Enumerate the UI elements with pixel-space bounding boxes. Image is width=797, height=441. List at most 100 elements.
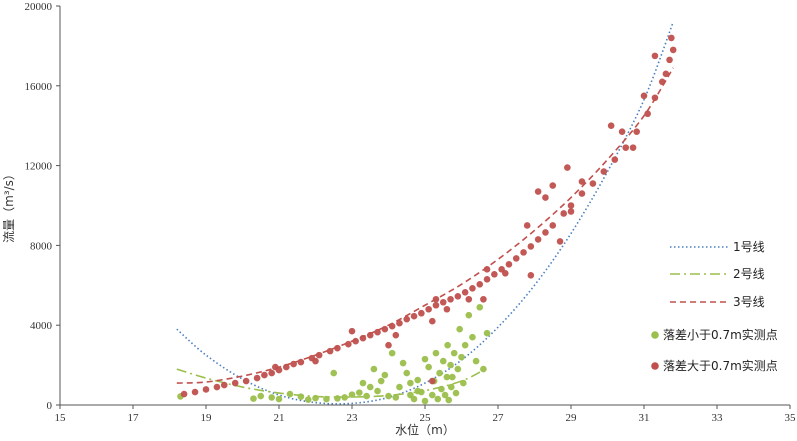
point-s1	[425, 363, 432, 371]
point-s2	[542, 194, 549, 201]
point-s1	[414, 387, 422, 395]
point-s1	[460, 379, 467, 387]
point-s2	[202, 386, 210, 393]
x-tick-label: 25	[420, 412, 432, 424]
point-s2	[366, 331, 374, 339]
point-s1	[304, 396, 312, 403]
point-s1	[312, 394, 319, 402]
point-s1	[444, 341, 451, 349]
point-s2	[527, 272, 535, 279]
point-s1	[403, 369, 411, 377]
x-tick-label: 17	[128, 412, 140, 424]
point-s1	[356, 389, 363, 396]
point-s2	[385, 341, 392, 349]
point-s1	[439, 357, 447, 365]
point-s1	[348, 391, 356, 398]
point-s2	[622, 144, 630, 151]
x-tick-label: 27	[493, 412, 505, 424]
x-tick-label: 19	[201, 412, 213, 424]
point-s2	[520, 249, 527, 256]
point-s2	[403, 315, 411, 323]
point-s2	[491, 271, 498, 278]
point-s1	[377, 377, 385, 385]
point-s1	[438, 385, 445, 393]
point-s2	[180, 390, 188, 398]
point-s1	[330, 369, 338, 377]
x-axis-label: 水位（m）	[395, 422, 455, 437]
point-s1	[436, 369, 443, 377]
point-s2	[432, 301, 440, 309]
point-s2	[418, 309, 425, 317]
point-s1	[465, 311, 473, 319]
y-tick-label: 8000	[30, 240, 53, 252]
point-s1	[421, 355, 429, 363]
legend-label-s1: 落差小于0.7m实测点	[663, 327, 778, 342]
point-s1	[445, 396, 453, 404]
y-tick-label: 12000	[25, 161, 53, 173]
point-s2	[618, 128, 626, 135]
x-tick-label: 31	[639, 412, 650, 424]
point-s1	[443, 373, 451, 381]
point-s2	[589, 180, 597, 187]
point-s1	[432, 349, 440, 357]
point-s2	[312, 357, 319, 365]
point-s2	[600, 168, 608, 175]
point-s2	[432, 295, 440, 303]
point-s1	[480, 365, 487, 373]
point-s2	[480, 295, 487, 303]
point-s2	[567, 208, 575, 215]
fit-curves	[176, 21, 674, 405]
point-s1	[396, 383, 403, 391]
point-s1	[476, 303, 484, 311]
point-s1	[434, 395, 442, 403]
point-s2	[439, 298, 447, 306]
point-s2	[556, 238, 564, 245]
point-s2	[534, 188, 542, 195]
point-s1	[399, 359, 407, 367]
point-s2	[348, 327, 356, 335]
point-s1	[454, 365, 462, 373]
legend-label-c1: 1号线	[733, 240, 765, 254]
point-s2	[213, 383, 221, 391]
legend-swatch-s1	[651, 331, 659, 339]
point-s2	[454, 292, 462, 300]
point-s1	[374, 387, 381, 395]
y-tick-label: 20000	[25, 1, 53, 13]
point-s2	[425, 305, 432, 313]
point-s2	[315, 351, 323, 359]
point-s2	[392, 331, 400, 339]
point-s1	[366, 383, 374, 391]
point-s1	[275, 395, 283, 403]
point-s2	[505, 261, 513, 268]
point-s1	[257, 392, 265, 400]
point-s2	[633, 128, 640, 135]
point-s1	[441, 391, 449, 399]
point-s2	[658, 78, 666, 86]
point-s1	[449, 373, 456, 381]
point-s1	[334, 395, 341, 402]
point-s1	[268, 394, 276, 401]
point-s2	[668, 34, 675, 42]
point-s1	[447, 383, 455, 391]
x-tick-label: 21	[274, 412, 285, 424]
point-s2	[352, 337, 359, 345]
point-s1	[410, 395, 418, 403]
point-s2	[469, 284, 476, 292]
point-s2	[429, 317, 436, 325]
point-s2	[669, 46, 677, 54]
point-s2	[326, 347, 334, 355]
point-s2	[607, 122, 615, 129]
point-s2	[651, 52, 659, 60]
x-tick-label: 23	[347, 412, 359, 424]
point-s2	[388, 322, 396, 330]
x-tick-label: 33	[712, 412, 724, 424]
point-s1	[461, 341, 469, 349]
point-s1	[250, 395, 257, 402]
point-s1	[370, 365, 378, 373]
point-s2	[629, 144, 637, 151]
tick-labels: 15 17 19 21 23 25 27 29 31 33 35 0 4000 8000 12000 1600…	[25, 1, 797, 424]
point-s2	[527, 243, 535, 250]
point-s1	[385, 392, 392, 400]
point-s2	[429, 377, 436, 385]
